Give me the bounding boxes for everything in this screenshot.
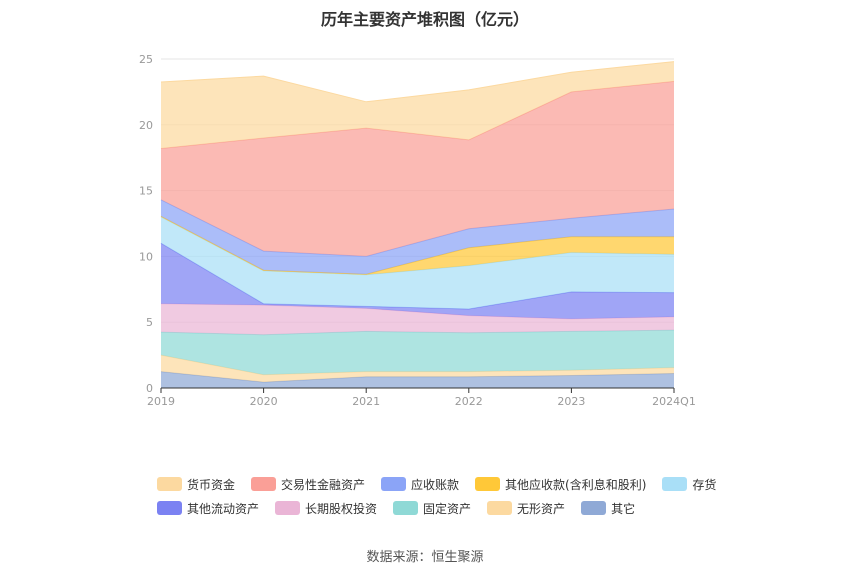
x-tick-label: 2024Q1	[652, 395, 696, 408]
y-tick-label: 15	[139, 185, 153, 198]
legend-label: 固定资产	[423, 501, 472, 516]
legend-item[interactable]: 其它	[581, 500, 635, 517]
y-tick-label: 0	[146, 382, 153, 395]
legend-swatch	[275, 501, 301, 515]
area-series-5	[161, 216, 674, 309]
area-series-9	[161, 61, 674, 149]
stacked-area-plot: 0 5 10 15 20 25 2019 2020 2021 2022 2023 2024Q1	[139, 53, 696, 408]
axis-layer: 0 5 10 15 20 25 2019 2020 2021 2022 2023 2024Q1	[139, 53, 696, 408]
area-series-0	[161, 371, 674, 388]
area-series-6	[161, 216, 674, 275]
area-series-7	[161, 199, 674, 275]
legend-label: 存货	[692, 477, 717, 492]
legend-swatch	[157, 501, 182, 515]
legend-swatch	[393, 501, 419, 515]
legend-item[interactable]: 其他流动资产	[157, 500, 259, 517]
legend-label: 其它	[611, 501, 636, 516]
area-series-4	[161, 243, 674, 319]
legend-item[interactable]: 无形资产	[487, 500, 565, 517]
legend-label: 其他流动资产	[187, 501, 260, 516]
legend: 货币资金 交易性金融资产 应收账款 其他应收款(含利息和股利) 存货 其他流动资产 长期股…	[157, 472, 717, 520]
area-series-8	[161, 81, 674, 257]
legend-item[interactable]: 应收账款	[381, 476, 459, 493]
legend-label: 其他应收款(含利息和股利)	[505, 477, 647, 492]
y-tick-label: 10	[139, 250, 153, 263]
legend-item[interactable]: 交易性金融资产	[251, 476, 365, 493]
legend-item[interactable]: 固定资产	[393, 500, 471, 517]
legend-swatch	[381, 477, 407, 491]
y-tick-label: 5	[146, 316, 153, 329]
area-series-3	[161, 303, 674, 335]
chart-title: 历年主要资产堆积图（亿元）	[320, 10, 529, 29]
x-tick-label: 2023	[557, 395, 585, 408]
legend-label: 无形资产	[517, 501, 566, 516]
legend-row-1: 货币资金 交易性金融资产 应收账款 其他应收款(含利息和股利) 存货	[157, 472, 717, 496]
legend-label: 应收账款	[411, 477, 460, 492]
area-series-2	[161, 330, 674, 375]
area-series-edge-4	[160, 242, 675, 310]
y-tick-label: 25	[139, 53, 153, 66]
legend-item[interactable]: 其他应收款(含利息和股利)	[475, 476, 646, 493]
area-layer	[160, 61, 675, 388]
source-text: 数据来源：恒生聚源	[366, 550, 484, 565]
area-series-1	[161, 355, 674, 383]
area-series-edge-9	[160, 61, 675, 103]
legend-row-2: 其他流动资产 长期股权投资 固定资产 无形资产 其它	[157, 496, 717, 520]
legend-swatch	[581, 501, 607, 515]
x-tick-label: 2020	[250, 395, 278, 408]
legend-label: 货币资金	[187, 477, 236, 492]
legend-label: 交易性金融资产	[281, 477, 366, 492]
area-series-edge-5	[160, 216, 675, 276]
legend-item[interactable]: 长期股权投资	[275, 500, 377, 517]
legend-item[interactable]: 货币资金	[157, 476, 235, 493]
legend-swatch	[157, 477, 182, 491]
legend-item[interactable]: 存货	[662, 476, 716, 493]
legend-swatch	[662, 477, 688, 491]
legend-swatch	[487, 501, 513, 515]
y-tick-label: 20	[139, 119, 153, 132]
legend-label: 长期股权投资	[305, 501, 378, 516]
x-tick-label: 2019	[147, 395, 175, 408]
legend-swatch	[251, 477, 277, 491]
x-tick-label: 2022	[455, 395, 483, 408]
legend-swatch	[475, 477, 501, 491]
x-tick-label: 2021	[352, 395, 380, 408]
